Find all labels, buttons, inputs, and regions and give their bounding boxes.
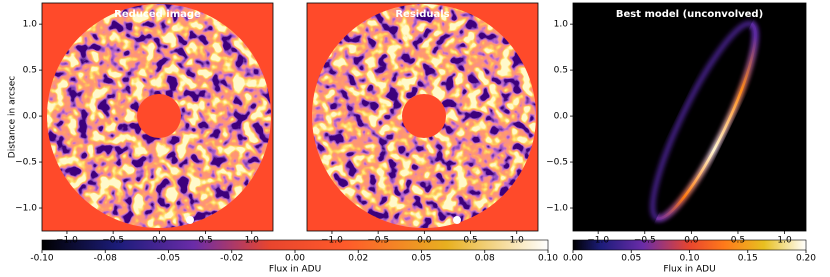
y-axis-label: Distance in arcsec bbox=[8, 76, 18, 158]
x-tick-label: 1.0 bbox=[777, 236, 792, 246]
colorbar-tick-label: 0.02 bbox=[348, 254, 368, 264]
colorbar-label: Flux in ADU bbox=[663, 265, 715, 275]
colorbar-tick-label: -0.08 bbox=[94, 254, 118, 264]
colorbar-tick-label: -0.10 bbox=[30, 254, 54, 264]
y-tick-label: −0.5 bbox=[15, 158, 37, 168]
image-model bbox=[573, 3, 806, 231]
x-tick-label: −1.0 bbox=[321, 236, 343, 246]
colorbar-tick-label: 0.15 bbox=[738, 254, 758, 264]
x-tick-label: 0.5 bbox=[731, 236, 745, 246]
y-tick-label: 0.0 bbox=[554, 112, 569, 122]
axes-frame bbox=[306, 2, 539, 232]
colorbar-tick-label: 0.00 bbox=[563, 254, 583, 264]
colorbar-tick-label: 0.05 bbox=[411, 254, 431, 264]
x-tick-label: −0.5 bbox=[634, 236, 656, 246]
x-tick-label: 0.0 bbox=[417, 236, 432, 246]
y-tick-label: 1.0 bbox=[23, 20, 38, 30]
x-tick-label: −1.0 bbox=[587, 236, 609, 246]
colorbar-tick-label: 0.00 bbox=[285, 254, 305, 264]
y-tick-label: −1.0 bbox=[15, 204, 37, 214]
y-tick-label: 0.0 bbox=[23, 112, 38, 122]
x-tick-label: −0.5 bbox=[102, 236, 124, 246]
y-tick-label: 1.0 bbox=[554, 20, 569, 30]
x-tick-label: 1.0 bbox=[245, 236, 260, 246]
y-tick-label: 0.5 bbox=[23, 66, 37, 76]
panel-title: Best model (unconvolved) bbox=[616, 9, 763, 20]
x-tick-label: 1.0 bbox=[510, 236, 525, 246]
panel-title: Residuals bbox=[395, 9, 449, 20]
x-tick-label: −1.0 bbox=[56, 236, 78, 246]
x-tick-label: 0.5 bbox=[463, 236, 477, 246]
colorbar-tick-label: 0.20 bbox=[796, 254, 816, 264]
image-reduced bbox=[42, 3, 273, 231]
y-tick-label: 0.5 bbox=[554, 66, 568, 76]
y-tick-label: −0.5 bbox=[546, 158, 568, 168]
axes-frame bbox=[572, 2, 807, 232]
x-tick-label: 0.0 bbox=[684, 236, 699, 246]
x-tick-label: −0.5 bbox=[367, 236, 389, 246]
image-residuals bbox=[307, 3, 538, 231]
colorbar-tick-label: 0.08 bbox=[475, 254, 495, 264]
colorbar-tick-label: 0.10 bbox=[679, 254, 699, 264]
y-tick-label: −1.0 bbox=[546, 204, 568, 214]
panel-title: Reduced image bbox=[114, 9, 201, 20]
colorbar-tick-label: 0.05 bbox=[621, 254, 641, 264]
axes-frame bbox=[41, 2, 274, 232]
x-tick-label: 0.5 bbox=[198, 236, 212, 246]
colorbar-label: Flux in ADU bbox=[269, 265, 321, 275]
colorbar-tick-label: 0.10 bbox=[538, 254, 558, 264]
x-tick-label: 0.0 bbox=[152, 236, 167, 246]
colorbar-tick-label: -0.02 bbox=[220, 254, 243, 264]
colorbar-tick-label: -0.05 bbox=[157, 254, 180, 264]
